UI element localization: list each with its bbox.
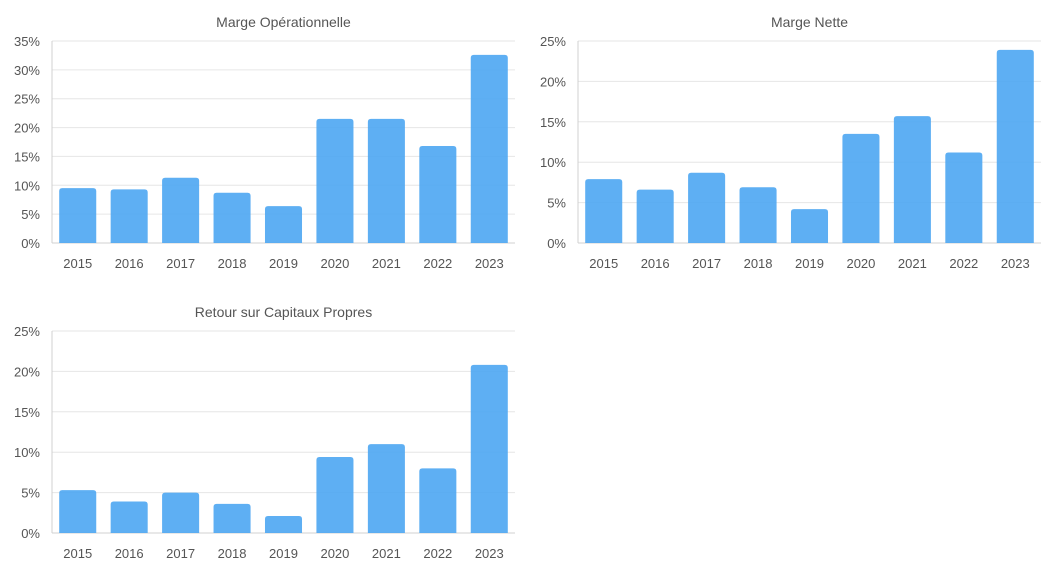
chart-title: Retour sur Capitaux Propres bbox=[195, 304, 372, 320]
x-tick-label: 2015 bbox=[63, 256, 92, 271]
x-tick-label: 2019 bbox=[795, 256, 824, 271]
x-tick-label: 2017 bbox=[166, 546, 195, 561]
bar-2019 bbox=[264, 516, 303, 533]
bar-2022 bbox=[419, 146, 457, 243]
x-tick-label: 2015 bbox=[63, 546, 92, 561]
y-tick-label: 35% bbox=[14, 34, 40, 49]
bar-2021 bbox=[893, 116, 931, 243]
y-tick-label: 15% bbox=[14, 149, 40, 164]
y-tick-label: 20% bbox=[14, 121, 40, 136]
x-tick-label: 2021 bbox=[372, 546, 401, 561]
chart-svg: Marge Nette 0% 5% 10% 15% 20% 25% 2015 2016 2017 2… bbox=[540, 14, 1041, 271]
bar-2018 bbox=[213, 503, 251, 533]
bar-2019 bbox=[790, 209, 829, 243]
x-tick-label: 2021 bbox=[372, 256, 401, 271]
x-tick-label: 2023 bbox=[475, 546, 504, 561]
chart-title: Marge Nette bbox=[771, 14, 848, 30]
y-tick-label: 5% bbox=[21, 207, 40, 222]
x-tick-label: 2023 bbox=[475, 256, 504, 271]
x-tick-label: 2016 bbox=[115, 546, 144, 561]
y-tick-label: 5% bbox=[21, 486, 40, 501]
chart-net-margin: Marge Nette 0% 5% 10% 15% 20% 25% 2015 2016 2017 2… bbox=[525, 0, 1045, 284]
y-tick-label: 25% bbox=[14, 92, 40, 107]
x-tick-label: 2016 bbox=[641, 256, 670, 271]
x-tick-label: 2023 bbox=[1001, 256, 1030, 271]
bar-2015 bbox=[59, 490, 97, 533]
bar-2020 bbox=[316, 457, 354, 533]
x-tick-label: 2018 bbox=[218, 546, 247, 561]
bar-2018 bbox=[213, 192, 251, 243]
y-tick-label: 10% bbox=[14, 178, 40, 193]
x-tick-label: 2018 bbox=[744, 256, 773, 271]
bar-2017 bbox=[162, 177, 200, 243]
x-tick-label: 2020 bbox=[320, 546, 349, 561]
bar-2016 bbox=[636, 189, 674, 243]
y-tick-label: 0% bbox=[547, 236, 566, 251]
bar-2016 bbox=[110, 189, 148, 243]
bar-2020 bbox=[842, 133, 880, 243]
bar-2021 bbox=[367, 118, 405, 243]
x-tick-label: 2022 bbox=[949, 256, 978, 271]
x-tick-label: 2021 bbox=[898, 256, 927, 271]
bar-2016 bbox=[110, 501, 148, 533]
bar-2017 bbox=[162, 492, 200, 533]
y-tick-label: 30% bbox=[14, 63, 40, 78]
bar-2021 bbox=[367, 444, 405, 533]
chart-svg: Retour sur Capitaux Propres 0% 5% 10% 15% 20%… bbox=[14, 304, 515, 561]
x-tick-label: 2022 bbox=[423, 546, 452, 561]
y-tick-label: 5% bbox=[547, 196, 566, 211]
y-tick-label: 25% bbox=[14, 324, 40, 339]
x-tick-label: 2020 bbox=[320, 256, 349, 271]
y-tick-label: 0% bbox=[21, 236, 40, 251]
bar-2017 bbox=[688, 172, 726, 243]
x-tick-label: 2017 bbox=[692, 256, 721, 271]
bar-2018 bbox=[739, 187, 777, 243]
x-tick-label: 2022 bbox=[423, 256, 452, 271]
bar-2023 bbox=[470, 364, 508, 533]
chart-svg: Marge Opérationnelle 0% 5% 10% 15% 20% 25% 30% 3… bbox=[14, 14, 515, 271]
x-tick-label: 2018 bbox=[218, 256, 247, 271]
y-tick-label: 15% bbox=[14, 405, 40, 420]
bar-2015 bbox=[585, 179, 623, 243]
chart-return-on-equity: Retour sur Capitaux Propres 0% 5% 10% 15% 20%… bbox=[0, 290, 520, 568]
x-tick-label: 2019 bbox=[269, 256, 298, 271]
y-tick-label: 25% bbox=[540, 34, 566, 49]
bar-2022 bbox=[945, 152, 983, 243]
bar-2020 bbox=[316, 118, 354, 243]
chart-title: Marge Opérationnelle bbox=[216, 14, 351, 30]
chart-operating-margin: Marge Opérationnelle 0% 5% 10% 15% 20% 25% 30% 3… bbox=[0, 0, 520, 284]
bar-2023 bbox=[996, 49, 1034, 243]
x-tick-label: 2015 bbox=[589, 256, 618, 271]
x-tick-label: 2016 bbox=[115, 256, 144, 271]
bar-2023 bbox=[470, 54, 508, 244]
y-tick-label: 10% bbox=[14, 445, 40, 460]
y-tick-label: 20% bbox=[14, 364, 40, 379]
y-tick-label: 10% bbox=[540, 155, 566, 170]
y-tick-label: 15% bbox=[540, 115, 566, 130]
x-tick-label: 2019 bbox=[269, 546, 298, 561]
x-tick-label: 2020 bbox=[846, 256, 875, 271]
bar-2019 bbox=[264, 206, 303, 243]
x-tick-label: 2017 bbox=[166, 256, 195, 271]
bar-2015 bbox=[59, 188, 97, 243]
y-tick-label: 0% bbox=[21, 526, 40, 541]
bar-2022 bbox=[419, 468, 457, 533]
y-tick-label: 20% bbox=[540, 74, 566, 89]
